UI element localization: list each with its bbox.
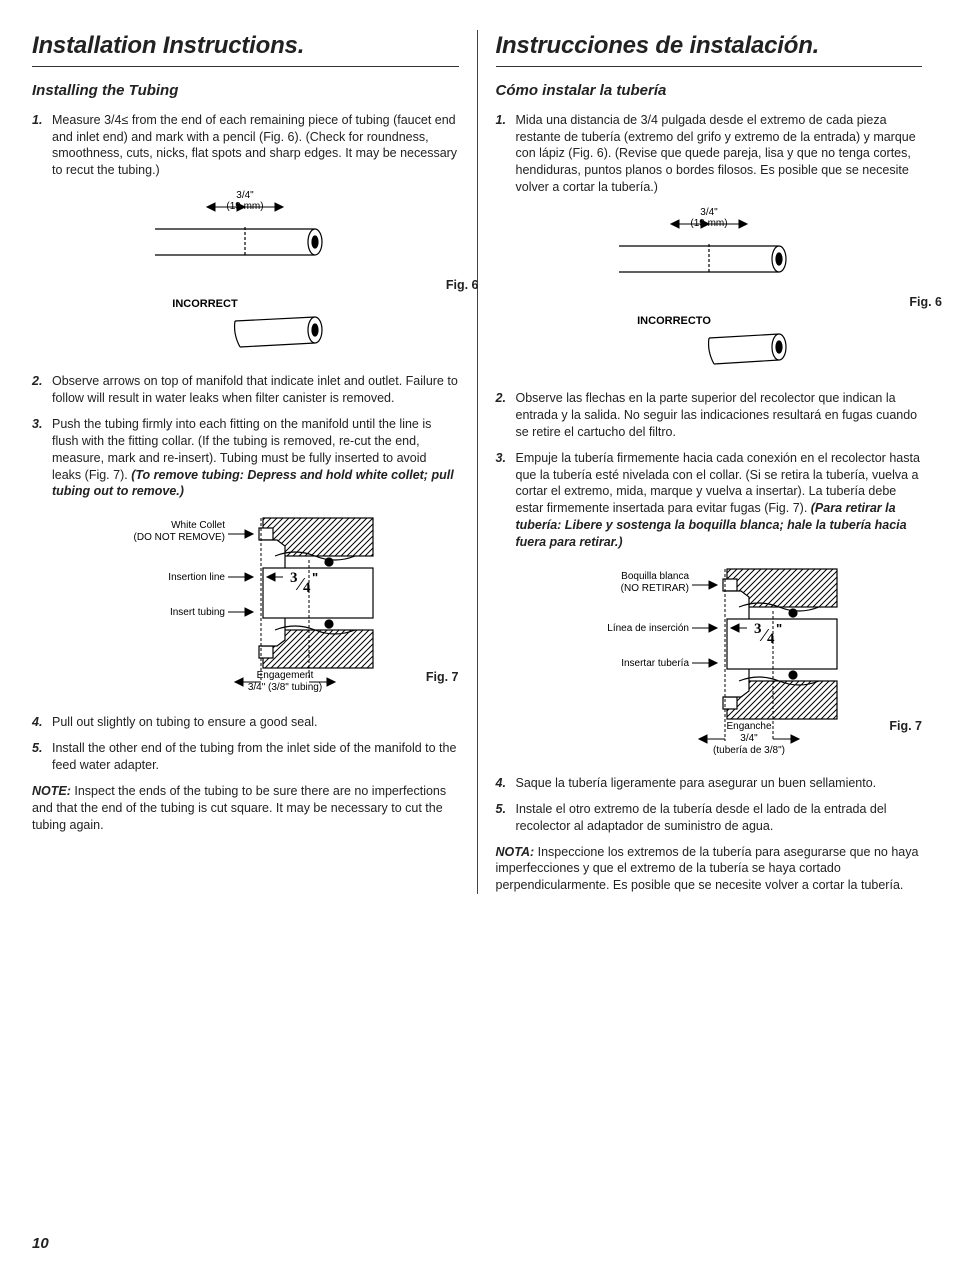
heading-left: Installation Instructions. [32, 30, 459, 62]
svg-text:4: 4 [303, 580, 311, 596]
svg-text:Línea de inserción: Línea de inserción [607, 623, 689, 634]
svg-text:(NO RETIRAR): (NO RETIRAR) [620, 583, 688, 594]
step-4-r: 4.Saque la tubería ligeramente para aseg… [496, 775, 923, 792]
fig6-svg: 3/4" (19 mm) INCORRECT [115, 189, 375, 359]
svg-text:White Collet: White Collet [171, 520, 225, 531]
fig6-left: 3/4" (19 mm) INCORRECT [32, 189, 459, 359]
subheading-left: Installing the Tubing [32, 81, 459, 101]
heading-right: Instrucciones de instalación. [496, 30, 923, 62]
left-column: Installation Instructions. Installing th… [32, 30, 477, 894]
svg-text:Insert tubing: Insert tubing [170, 607, 225, 618]
note-left: NOTE: Inspect the ends of the tubing to … [32, 783, 459, 834]
step-2-r: 2.Observe las flechas en la parte superi… [496, 390, 923, 441]
svg-text:(19 mm): (19 mm) [690, 218, 727, 229]
step-2: 2.Observe arrows on top of manifold that… [32, 373, 459, 407]
steps-right: 1.Mida una distancia de 3/4 pulgada desd… [496, 112, 923, 196]
svg-text:": " [776, 621, 782, 636]
fig6-label: Fig. 6 [446, 277, 479, 294]
svg-text:Boquilla blanca: Boquilla blanca [621, 571, 689, 582]
steps-right-2: 2.Observe las flechas en la parte superi… [496, 390, 923, 551]
page-columns: Installation Instructions. Installing th… [32, 30, 922, 894]
fig6-right: 3/4" (19 mm) INCORRECTO F [496, 206, 923, 376]
fig6r-label: Fig. 6 [909, 294, 942, 311]
svg-text:Engagement: Engagement [257, 670, 314, 681]
subheading-right: Cómo instalar la tubería [496, 81, 923, 101]
fig7-svg: White Collet (DO NOT REMOVE) Insertion l… [75, 510, 415, 700]
page-number: 10 [32, 1234, 922, 1254]
rule [496, 66, 923, 67]
step-5-r: 5.Instale el otro extremo de la tubería … [496, 801, 923, 835]
fig6r-svg: 3/4" (19 mm) INCORRECTO [579, 206, 839, 376]
note-right: NOTA: Inspeccione los extremos de la tub… [496, 844, 923, 895]
fig7r-label: Fig. 7 [889, 718, 922, 735]
svg-text:3/4": 3/4" [237, 190, 255, 201]
svg-text:3/4" (3/8" tubing): 3/4" (3/8" tubing) [248, 682, 322, 693]
svg-text:Insertar tubería: Insertar tubería [621, 658, 689, 669]
svg-text:3/4": 3/4" [700, 207, 718, 218]
fig7-label: Fig. 7 [426, 669, 459, 686]
step-1: 1.Measure 3/4≤ from the end of each rema… [32, 112, 459, 180]
svg-text:(DO NOT REMOVE): (DO NOT REMOVE) [134, 532, 225, 543]
svg-text:3: 3 [290, 570, 298, 586]
svg-text:": " [312, 570, 318, 585]
right-column: Instrucciones de instalación. Cómo insta… [477, 30, 923, 894]
step-1-r: 1.Mida una distancia de 3/4 pulgada desd… [496, 112, 923, 196]
step-3-r: 3.Empuje la tubería firmemente hacia cad… [496, 450, 923, 551]
step-4: 4.Pull out slightly on tubing to ensure … [32, 714, 459, 731]
svg-text:4: 4 [767, 631, 775, 647]
steps-left-3: 4.Pull out slightly on tubing to ensure … [32, 714, 459, 774]
fig7r-svg: Boquilla blanca (NO RETIRAR) Línea de in… [529, 561, 889, 761]
svg-text:(tubería de 3/8"): (tubería de 3/8") [713, 745, 785, 756]
svg-text:INCORRECTO: INCORRECTO [637, 315, 711, 327]
steps-right-3: 4.Saque la tubería ligeramente para aseg… [496, 775, 923, 835]
steps-left: 1.Measure 3/4≤ from the end of each rema… [32, 112, 459, 180]
svg-text:(19 mm): (19 mm) [227, 201, 264, 212]
svg-text:INCORRECT: INCORRECT [173, 298, 239, 310]
svg-text:Insertion line: Insertion line [169, 572, 226, 583]
svg-text:3/4": 3/4" [740, 733, 758, 744]
step-5: 5.Install the other end of the tubing fr… [32, 740, 459, 774]
fig7-right: Boquilla blanca (NO RETIRAR) Línea de in… [496, 561, 923, 761]
rule [32, 66, 459, 67]
svg-text:Enganche: Enganche [726, 721, 771, 732]
steps-left-2: 2.Observe arrows on top of manifold that… [32, 373, 459, 500]
step-3: 3.Push the tubing firmly into each fitti… [32, 416, 459, 500]
fig7-left: White Collet (DO NOT REMOVE) Insertion l… [32, 510, 459, 700]
svg-text:3: 3 [754, 621, 762, 637]
